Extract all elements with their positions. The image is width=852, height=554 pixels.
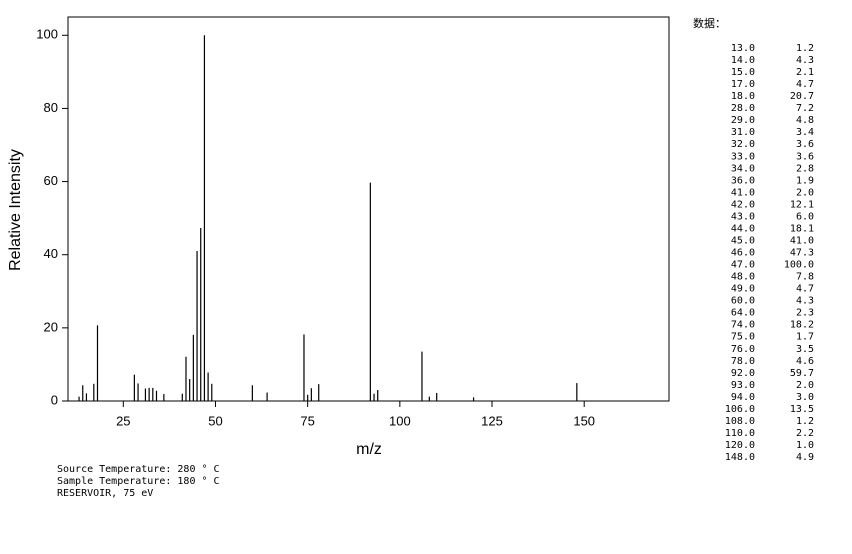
table-intensity: 3.6 [796, 151, 814, 162]
table-mz: 48.0 [731, 272, 755, 283]
table-mz: 41.0 [731, 187, 755, 198]
table-intensity: 12.1 [790, 199, 814, 210]
table-intensity: 4.7 [796, 79, 814, 90]
x-axis-label: m/z [356, 441, 382, 458]
table-mz: 36.0 [731, 175, 755, 186]
annotation: Sample Temperature: 180 ° C [57, 476, 220, 487]
table-intensity: 6.0 [796, 211, 814, 222]
table-mz: 34.0 [731, 163, 755, 174]
table-mz: 44.0 [731, 223, 755, 234]
table-mz: 33.0 [731, 151, 755, 162]
y-tick-label: 80 [44, 100, 58, 115]
table-intensity: 100.0 [784, 260, 814, 271]
table-intensity: 47.3 [790, 248, 814, 259]
table-intensity: 7.8 [796, 272, 814, 283]
plot-frame [67, 16, 670, 402]
x-tick-label: 150 [573, 413, 595, 428]
table-intensity: 3.4 [796, 127, 814, 138]
table-intensity: 4.9 [796, 452, 814, 463]
table-mz: 15.0 [731, 67, 755, 78]
table-intensity: 2.2 [796, 428, 814, 439]
table-mz: 46.0 [731, 248, 755, 259]
table-mz: 17.0 [731, 79, 755, 90]
table-intensity: 59.7 [790, 368, 814, 379]
table-mz: 75.0 [731, 332, 755, 343]
table-mz: 14.0 [731, 55, 755, 66]
table-mz: 42.0 [731, 199, 755, 210]
table-intensity: 7.2 [796, 103, 814, 114]
table-mz: 45.0 [731, 235, 755, 246]
table-intensity: 20.7 [790, 91, 814, 102]
table-intensity: 4.3 [796, 296, 814, 307]
y-axis-label: Relative Intensity [7, 149, 24, 271]
table-intensity: 13.5 [790, 404, 814, 415]
table-mz: 29.0 [731, 115, 755, 126]
x-tick-label: 25 [116, 413, 130, 428]
table-mz: 108.0 [725, 416, 755, 427]
y-tick-label: 40 [44, 246, 58, 261]
x-tick-label: 75 [300, 413, 314, 428]
table-mz: 13.0 [731, 43, 755, 54]
x-tick-label: 50 [208, 413, 222, 428]
table-intensity: 3.5 [796, 344, 814, 355]
table-intensity: 3.6 [796, 139, 814, 150]
table-intensity: 3.0 [796, 392, 814, 403]
table-mz: 74.0 [731, 320, 755, 331]
table-intensity: 4.7 [796, 284, 814, 295]
table-intensity: 41.0 [790, 235, 814, 246]
table-mz: 64.0 [731, 308, 755, 319]
y-tick-label: 100 [36, 27, 58, 42]
table-mz: 32.0 [731, 139, 755, 150]
table-intensity: 18.2 [790, 320, 814, 331]
table-intensity: 4.3 [796, 55, 814, 66]
table-mz: 28.0 [731, 103, 755, 114]
table-mz: 60.0 [731, 296, 755, 307]
table-intensity: 1.2 [796, 416, 814, 427]
table-mz: 18.0 [731, 91, 755, 102]
table-mz: 94.0 [731, 392, 755, 403]
table-intensity: 1.0 [796, 440, 814, 451]
table-mz: 76.0 [731, 344, 755, 355]
table-mz: 31.0 [731, 127, 755, 138]
table-mz: 106.0 [725, 404, 755, 415]
table-intensity: 4.8 [796, 115, 814, 126]
table-mz: 148.0 [725, 452, 755, 463]
table-intensity: 2.3 [796, 308, 814, 319]
table-mz: 47.0 [731, 260, 755, 271]
table-intensity: 2.0 [796, 380, 814, 391]
table-intensity: 1.9 [796, 175, 814, 186]
table-intensity: 1.7 [796, 332, 814, 343]
table-intensity: 18.1 [790, 223, 814, 234]
table-intensity: 1.2 [796, 43, 814, 54]
table-mz: 43.0 [731, 211, 755, 222]
table-title: 数据： [693, 16, 726, 30]
y-tick-label: 60 [44, 173, 58, 188]
x-tick-label: 125 [481, 413, 503, 428]
table-intensity: 4.6 [796, 356, 814, 367]
table-mz: 120.0 [725, 440, 755, 451]
x-tick-label: 100 [389, 413, 411, 428]
annotation: RESERVOIR, 75 eV [57, 488, 153, 499]
y-tick-label: 20 [44, 319, 58, 334]
table-mz: 78.0 [731, 356, 755, 367]
table-mz: 93.0 [731, 380, 755, 391]
table-intensity: 2.8 [796, 163, 814, 174]
table-mz: 110.0 [725, 428, 755, 439]
table-mz: 92.0 [731, 368, 755, 379]
table-intensity: 2.0 [796, 187, 814, 198]
table-intensity: 2.1 [796, 67, 814, 78]
table-mz: 49.0 [731, 284, 755, 295]
y-tick-label: 0 [51, 392, 58, 407]
annotation: Source Temperature: 280 ° C [57, 464, 220, 475]
